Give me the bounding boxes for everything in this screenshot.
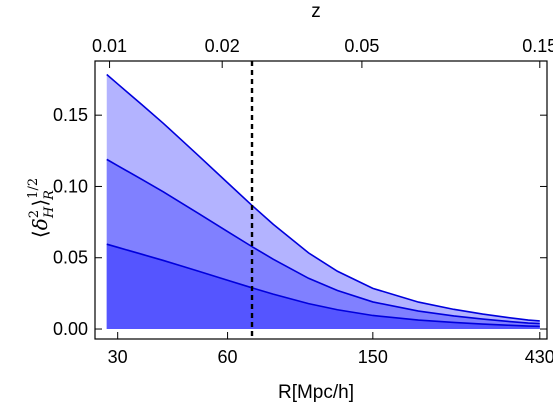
top-tick-label: 0.01 bbox=[92, 36, 127, 56]
x-tick-label: 430 bbox=[525, 347, 553, 367]
y-axis-title-delta: δ bbox=[28, 218, 52, 230]
y-tick-label: 0.05 bbox=[53, 248, 88, 268]
y-axis-title-outer-sub: R bbox=[42, 190, 57, 201]
series-line-1 bbox=[106, 243, 540, 328]
series-line-2 bbox=[106, 158, 540, 325]
plot-frame bbox=[94, 60, 548, 340]
x-axis-title: R[Mpc/h] bbox=[278, 382, 354, 403]
y-axis-title-sup: 2 bbox=[27, 210, 42, 218]
y-axis-title-close: ⟩ bbox=[28, 199, 52, 207]
y-tick-label: 0.10 bbox=[53, 176, 88, 196]
y-tick-label: 0.00 bbox=[53, 319, 88, 339]
y-tick-label: 0.15 bbox=[53, 105, 88, 125]
top-tick-label: 0.15 bbox=[522, 36, 553, 56]
series-curves bbox=[106, 73, 540, 328]
tick-labels: 30 60 150 430 0.01 0.02 0.05 0.15 0.00 0.05 0.10 0.… bbox=[53, 36, 553, 367]
band-fills bbox=[106, 74, 540, 330]
y-axis-title-open: ⟨ bbox=[28, 230, 52, 238]
top-axis-title: z bbox=[311, 1, 321, 22]
x-tick-label: 30 bbox=[108, 347, 128, 367]
band-fill-1 bbox=[106, 244, 540, 330]
x-tick-label: 150 bbox=[358, 347, 388, 367]
x-tick-label: 60 bbox=[218, 347, 238, 367]
series-line-3 bbox=[106, 73, 540, 322]
y-axis-title-sub: H bbox=[42, 206, 57, 219]
top-tick-label: 0.02 bbox=[205, 36, 240, 56]
axis-ticks bbox=[95, 61, 547, 339]
y-axis-title-outer-sup: 1/2 bbox=[26, 178, 41, 199]
y-axis-title: ⟨δ2H⟩1/2R bbox=[26, 178, 57, 238]
top-tick-label: 0.05 bbox=[344, 36, 379, 56]
